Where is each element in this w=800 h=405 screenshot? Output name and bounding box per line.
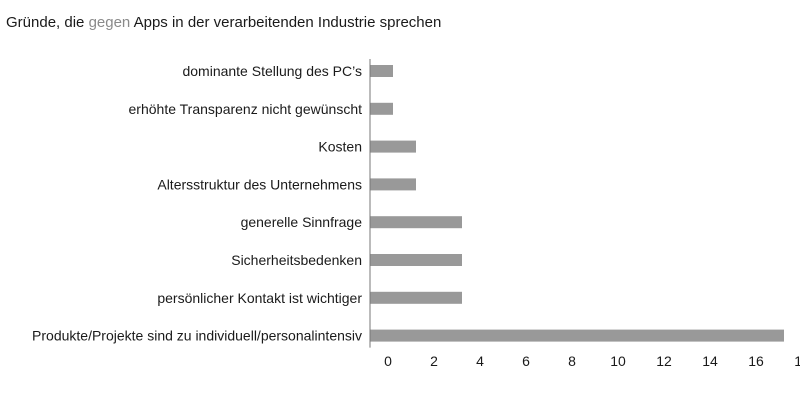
category-label: Kosten	[318, 139, 362, 155]
category-label: generelle Sinnfrage	[241, 214, 363, 230]
x-tick-label: 18	[794, 353, 800, 369]
bar	[370, 102, 393, 115]
category-labels: dominante Stellung des PC’s erhöhte Trans…	[32, 63, 362, 344]
bar	[370, 216, 462, 229]
category-label: persönlicher Kontakt ist wichtiger	[157, 290, 362, 306]
x-tick-label: 14	[702, 353, 718, 369]
chart-title-highlight: gegen	[88, 14, 131, 31]
category-label: erhöhte Transparenz nicht gewünscht	[129, 101, 363, 117]
x-tick-label: 6	[522, 353, 530, 369]
x-tick-label: 4	[476, 353, 484, 369]
bar	[370, 329, 784, 342]
bar	[370, 254, 462, 266]
x-tick-label: 10	[610, 353, 626, 369]
category-label: Altersstruktur des Unternehmens	[157, 176, 362, 192]
x-tick-label: 8	[568, 353, 576, 369]
category-label: Sicherheitsbedenken	[231, 252, 362, 268]
x-tick-label: 2	[430, 353, 438, 369]
chart-title: Gründe, die gegen Apps in der verarbeite…	[6, 14, 441, 31]
bars	[370, 65, 784, 342]
bar	[370, 65, 393, 77]
x-tick-label: 16	[748, 353, 764, 369]
bar	[370, 178, 416, 191]
bar	[370, 140, 416, 153]
chart-title-after: Apps in der verarbeitenden Industrie spr…	[130, 14, 442, 31]
x-tick-label: 0	[384, 353, 392, 369]
x-tick-labels: 0 2 4 6 8 10 12 14 16 18	[384, 353, 800, 369]
x-tick-label: 12	[656, 353, 672, 369]
category-label: Produkte/Projekte sind zu individuell/pe…	[32, 328, 362, 344]
bar	[370, 291, 462, 304]
chart-title-before: Gründe, die	[6, 14, 89, 31]
category-label: dominante Stellung des PC’s	[182, 63, 362, 79]
